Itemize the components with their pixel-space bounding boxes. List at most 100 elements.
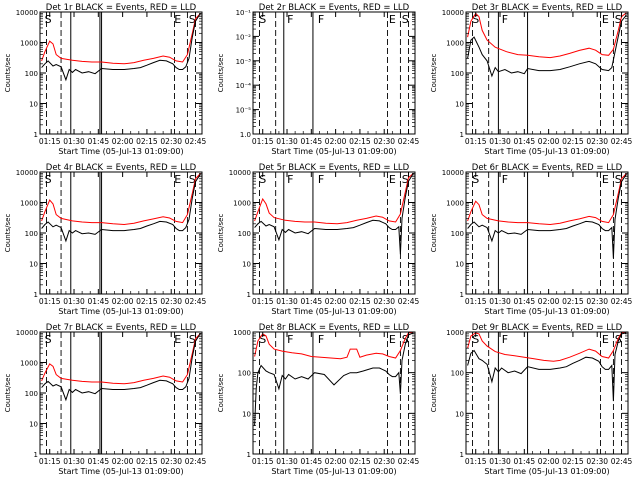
x-tick-label: 02:45 — [611, 137, 633, 146]
y-tick-label: 10⁻⁴ — [236, 82, 252, 90]
y-axis-label: Counts/sec — [430, 54, 438, 93]
y-axis-label: Counts/sec — [4, 374, 12, 413]
x-tick-label: 02:45 — [398, 457, 420, 466]
x-tick-label: 01:15 — [252, 137, 274, 146]
x-tick-label: 01:45 — [301, 297, 323, 306]
y-tick-label: 1000 — [20, 200, 38, 208]
y-tick-label: 10 — [455, 261, 464, 269]
x-axis-label: Start Time (05-Jul-13 01:09:00) — [484, 307, 609, 316]
series-events — [467, 173, 627, 259]
y-tick-label: 1000 — [446, 40, 464, 48]
series-events — [254, 332, 414, 426]
plot-frame — [39, 171, 203, 295]
x-tick-label: 02:30 — [373, 137, 395, 146]
series-events — [467, 14, 627, 78]
y-tick-label: 10 — [242, 410, 251, 418]
x-tick-label: 01:30 — [489, 137, 511, 146]
x-tick-label: 01:30 — [276, 137, 298, 146]
panel-det-6: Det 6r BLACK = Events, RED = LLD Counts/s… — [430, 163, 633, 316]
x-tick-label: 01:15 — [252, 457, 274, 466]
y-tick-label: 1.0 — [240, 131, 251, 139]
series-lld — [41, 173, 201, 226]
x-axis-label: Start Time (05-Jul-13 01:09:00) — [58, 147, 183, 156]
event-marker-S: S — [472, 333, 479, 346]
event-marker-S: S — [189, 333, 196, 346]
plot-frame — [252, 171, 416, 295]
x-tick-label: 02:45 — [185, 137, 207, 146]
x-tick-label: 01:30 — [276, 457, 298, 466]
y-tick-label: 100 — [451, 70, 464, 78]
x-tick-label: 02:45 — [611, 297, 633, 306]
x-tick-label: 02:30 — [160, 137, 182, 146]
x-tick-label: 02:00 — [325, 457, 347, 466]
plot-frame — [252, 11, 416, 135]
series-events — [41, 333, 201, 402]
x-tick-label: 01:30 — [276, 297, 298, 306]
event-marker-E: E — [174, 333, 181, 346]
plot-frame — [39, 11, 203, 135]
x-tick-label: 02:15 — [562, 457, 584, 466]
event-marker-F: F — [318, 333, 324, 346]
event-marker-S: S — [472, 173, 479, 186]
panel-title: Det 8r BLACK = Events, RED = LLD — [259, 323, 410, 333]
y-tick-label: 100 — [451, 230, 464, 238]
x-tick-label: 02:15 — [136, 137, 158, 146]
panel-det-5: Det 5r BLACK = Events, RED = LLD Counts/s… — [217, 163, 420, 316]
x-tick-label: 02:00 — [112, 457, 134, 466]
y-tick-label: 10000 — [16, 169, 38, 177]
panel-det-3: Det 3r BLACK = Events, RED = LLD Counts/s… — [430, 3, 633, 156]
event-marker-F: F — [287, 333, 293, 346]
y-tick-label: 10⁻⁵ — [236, 107, 252, 115]
series-lld — [467, 332, 627, 362]
y-tick-label: 10⁻³ — [236, 58, 252, 66]
x-tick-label: 02:15 — [349, 457, 371, 466]
y-tick-label: 10 — [29, 261, 38, 269]
panel-det-2: Det 2r BLACK = Events, RED = LLD Counts/s… — [217, 3, 420, 156]
x-tick-label: 01:45 — [88, 457, 110, 466]
series-lld — [254, 332, 414, 360]
x-tick-label: 01:45 — [301, 457, 323, 466]
event-marker-E: E — [389, 173, 396, 186]
x-tick-label: 02:00 — [538, 457, 560, 466]
event-marker-S: S — [402, 13, 409, 26]
x-tick-label: 02:15 — [136, 457, 158, 466]
event-marker-F: F — [287, 13, 293, 26]
y-tick-label: 100 — [451, 370, 464, 378]
event-marker-S: S — [615, 13, 622, 26]
x-tick-label: 02:45 — [185, 457, 207, 466]
x-tick-label: 01:45 — [88, 137, 110, 146]
panel-det-1: Det 1r BLACK = Events, RED = LLD Counts/s… — [4, 3, 207, 156]
event-marker-S: S — [45, 173, 52, 186]
panel-det-9: Det 9r BLACK = Events, RED = LLD Counts/s… — [430, 323, 633, 476]
x-tick-label: 01:15 — [252, 297, 274, 306]
y-axis-label: Counts/sec — [217, 214, 225, 253]
x-tick-label: 02:30 — [160, 457, 182, 466]
x-tick-label: 01:30 — [489, 297, 511, 306]
x-tick-label: 01:30 — [63, 297, 85, 306]
panel-title: Det 7r BLACK = Events, RED = LLD — [46, 323, 197, 333]
plot-frame — [465, 331, 629, 455]
panel-title: Det 6r BLACK = Events, RED = LLD — [472, 163, 623, 173]
y-tick-label: 1 — [34, 451, 38, 459]
panel-title: Det 4r BLACK = Events, RED = LLD — [46, 163, 197, 173]
x-tick-label: 02:45 — [611, 457, 633, 466]
y-tick-label: 100 — [25, 230, 38, 238]
y-tick-label: 1000 — [233, 200, 251, 208]
series-events — [254, 173, 414, 255]
panel-title: Det 5r BLACK = Events, RED = LLD — [259, 163, 410, 173]
event-marker-E: E — [389, 333, 396, 346]
x-tick-label: 01:15 — [39, 457, 61, 466]
panel-title: Det 3r BLACK = Events, RED = LLD — [472, 3, 623, 13]
panel-title: Det 2r BLACK = Events, RED = LLD — [259, 3, 410, 13]
x-tick-label: 01:15 — [39, 137, 61, 146]
y-tick-label: 10 — [242, 261, 251, 269]
x-tick-label: 02:45 — [185, 297, 207, 306]
y-tick-label: 100 — [238, 370, 251, 378]
x-tick-label: 01:30 — [489, 457, 511, 466]
event-marker-S: S — [45, 13, 52, 26]
event-marker-F: F — [287, 173, 293, 186]
event-marker-S: S — [259, 13, 266, 26]
event-marker-E: E — [174, 173, 181, 186]
event-marker-F: F — [318, 13, 324, 26]
